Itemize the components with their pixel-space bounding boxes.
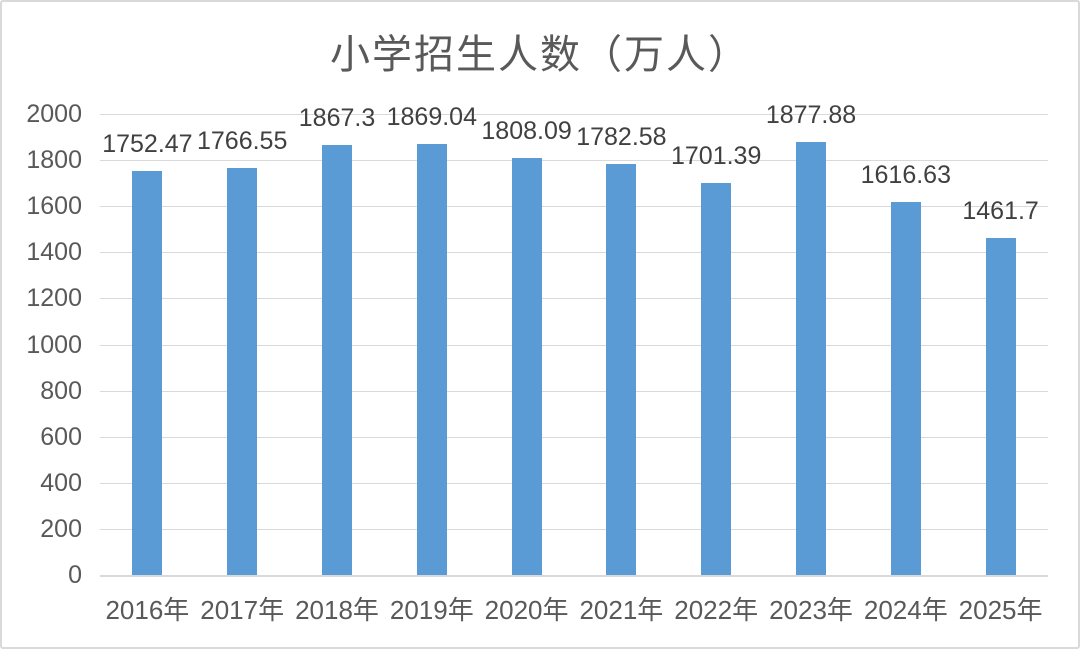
gridline	[100, 482, 1048, 484]
x-axis-category-label: 2020年	[484, 595, 569, 625]
x-axis-category-label: 2025年	[958, 595, 1043, 625]
bar	[227, 167, 258, 575]
x-axis-category-label: 2018年	[295, 595, 379, 625]
y-axis-tick-label: 2000	[26, 100, 82, 128]
y-axis-tick-label: 800	[40, 376, 82, 405]
gridline	[100, 436, 1048, 438]
x-axis-category-label: 2021年	[579, 595, 664, 625]
bar	[132, 171, 163, 575]
x-axis-category-label: 2024年	[863, 595, 948, 625]
bar	[416, 144, 447, 575]
bar-data-label: 1877.88	[765, 101, 857, 130]
gridline	[100, 298, 1048, 300]
gridline	[100, 114, 1048, 115]
bar-data-label: 1766.55	[197, 126, 288, 155]
bar-data-label: 1867.3	[298, 103, 376, 132]
x-axis-line	[100, 575, 1048, 577]
bar	[322, 144, 352, 575]
bar-data-label: 1808.09	[481, 117, 572, 146]
y-axis-tick-label: 600	[40, 422, 82, 451]
gridline	[100, 344, 1048, 346]
bar-data-label: 1782.58	[576, 123, 667, 152]
bar-data-label: 1616.63	[860, 161, 951, 190]
bar	[606, 164, 637, 575]
gridline	[100, 390, 1048, 392]
x-axis-category-label: 2023年	[769, 595, 853, 625]
bar	[796, 142, 826, 575]
x-axis-category-label: 2017年	[200, 595, 285, 625]
gridline	[100, 206, 1048, 208]
chart-title: 小学招生人数（万人）	[330, 32, 750, 77]
bar-data-label: 1461.7	[962, 197, 1039, 226]
y-axis-tick-label: 400	[40, 468, 82, 497]
x-axis-category-label: 2022年	[674, 595, 759, 625]
bar	[985, 238, 1016, 575]
y-axis-tick-label: 1800	[26, 146, 82, 175]
bar-data-label: 1752.47	[102, 130, 193, 159]
gridline	[100, 528, 1048, 530]
bar-data-label: 1701.39	[671, 141, 762, 170]
gridline	[100, 252, 1048, 254]
y-axis-tick-label: 0	[68, 561, 82, 589]
y-axis-tick-label: 1000	[26, 330, 82, 359]
y-axis-tick-label: 1200	[26, 284, 82, 313]
x-axis-category-label: 2016年	[105, 595, 190, 625]
y-axis-tick-label: 1400	[26, 238, 82, 267]
bar-data-label: 1869.04	[386, 103, 477, 132]
y-axis-tick-label: 200	[40, 514, 82, 543]
bar	[511, 158, 542, 575]
gridline	[100, 160, 1048, 162]
x-axis-category-label: 2019年	[389, 595, 474, 625]
bar	[890, 202, 921, 575]
y-axis-tick-label: 1600	[26, 192, 82, 221]
bar	[701, 182, 732, 575]
